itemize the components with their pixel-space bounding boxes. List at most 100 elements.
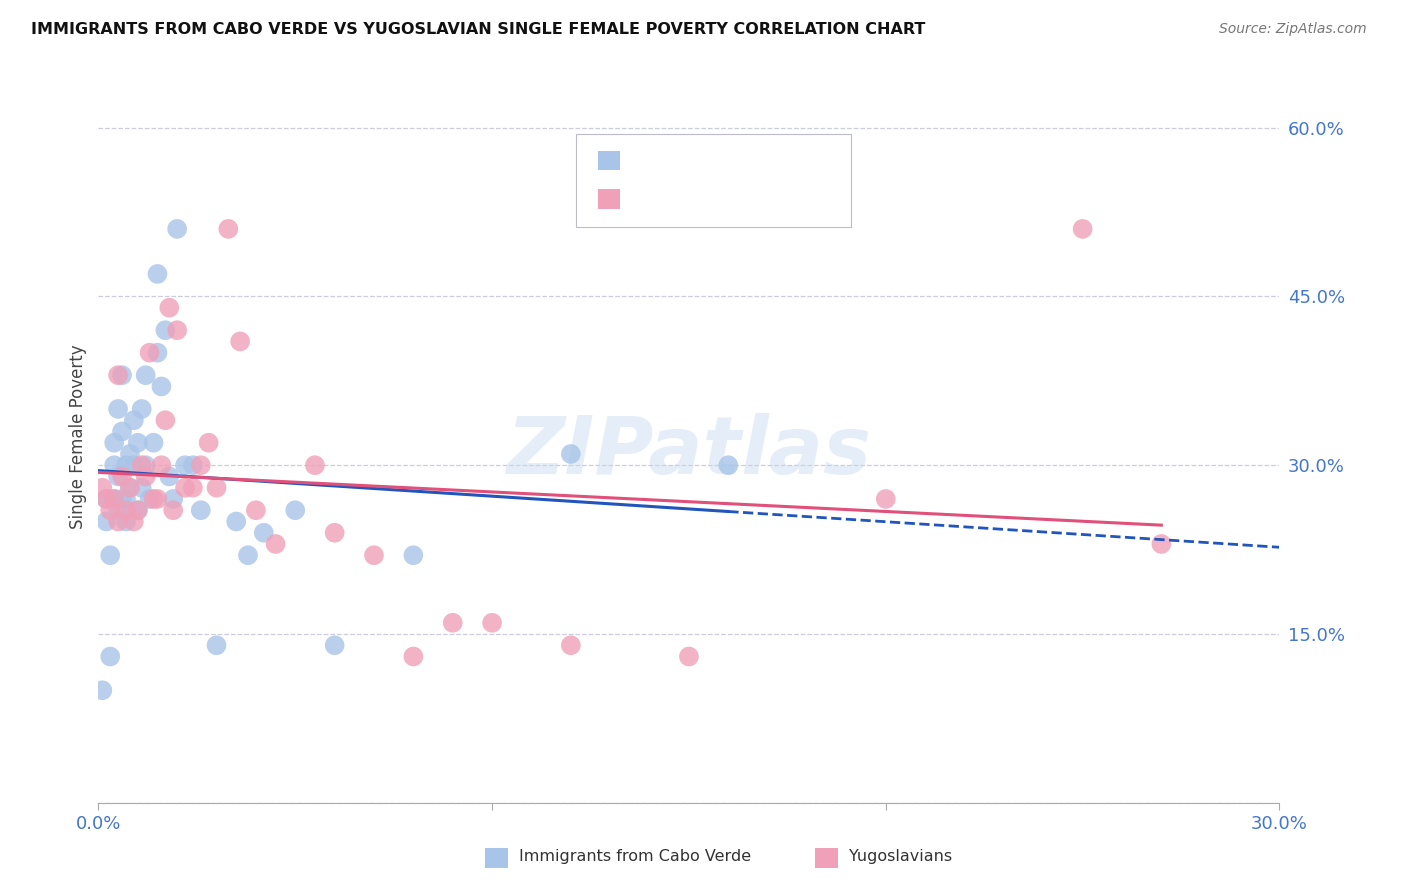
Text: Yugoslavians: Yugoslavians — [849, 849, 952, 863]
Point — [115, 515, 138, 529]
Point — [678, 649, 700, 664]
Point — [103, 435, 125, 450]
Point — [162, 491, 184, 506]
Text: 48: 48 — [772, 149, 797, 167]
Point — [96, 515, 118, 529]
Point — [284, 503, 307, 517]
Point — [205, 481, 228, 495]
Point — [107, 515, 129, 529]
Point — [135, 469, 157, 483]
Text: ZIPatlas: ZIPatlas — [506, 413, 872, 491]
Point — [190, 458, 212, 473]
Point — [107, 503, 129, 517]
Point — [96, 491, 118, 506]
Point — [135, 368, 157, 383]
Point — [181, 458, 204, 473]
Point — [181, 481, 204, 495]
Point — [323, 638, 346, 652]
Text: R =: R = — [631, 149, 671, 167]
Point — [174, 481, 197, 495]
Point — [323, 525, 346, 540]
Point — [122, 458, 145, 473]
Point — [98, 548, 121, 562]
Point — [304, 458, 326, 473]
Point — [363, 548, 385, 562]
Text: R =: R = — [631, 187, 671, 205]
Point — [229, 334, 252, 349]
Point — [245, 503, 267, 517]
Point — [155, 323, 177, 337]
Point — [91, 683, 114, 698]
Point — [155, 413, 177, 427]
Point — [481, 615, 503, 630]
Point — [197, 435, 219, 450]
Point — [146, 267, 169, 281]
Point — [157, 301, 180, 315]
Text: Source: ZipAtlas.com: Source: ZipAtlas.com — [1219, 22, 1367, 37]
Point — [91, 481, 114, 495]
Point — [98, 649, 121, 664]
Point — [138, 345, 160, 359]
Point — [111, 368, 134, 383]
Point — [402, 649, 425, 664]
Point — [107, 469, 129, 483]
Point — [190, 503, 212, 517]
Point — [217, 222, 239, 236]
Point — [127, 503, 149, 517]
Point — [166, 222, 188, 236]
Point — [115, 503, 138, 517]
Point — [1150, 537, 1173, 551]
Point — [127, 503, 149, 517]
Point — [111, 425, 134, 439]
Point — [875, 491, 897, 506]
Point — [127, 435, 149, 450]
Point — [441, 615, 464, 630]
Point — [96, 491, 118, 506]
Point — [174, 458, 197, 473]
Point — [560, 447, 582, 461]
Point — [166, 323, 188, 337]
Point — [115, 491, 138, 506]
Point — [142, 435, 165, 450]
Point — [118, 481, 141, 495]
Point — [225, 515, 247, 529]
Point — [135, 458, 157, 473]
Point — [138, 491, 160, 506]
Point — [111, 469, 134, 483]
Point — [103, 491, 125, 506]
Point — [236, 548, 259, 562]
Point — [115, 458, 138, 473]
Point — [103, 458, 125, 473]
Point — [717, 458, 740, 473]
Text: 0.236: 0.236 — [671, 187, 727, 205]
Point — [402, 548, 425, 562]
Point — [150, 458, 173, 473]
Point — [131, 458, 153, 473]
Point — [264, 537, 287, 551]
Point — [560, 638, 582, 652]
Point — [146, 345, 169, 359]
Point — [205, 638, 228, 652]
Text: 41: 41 — [772, 187, 797, 205]
Point — [111, 491, 134, 506]
Point — [146, 491, 169, 506]
Point — [157, 469, 180, 483]
Point — [103, 491, 125, 506]
Point — [142, 491, 165, 506]
Point — [253, 525, 276, 540]
Point — [162, 503, 184, 517]
Point — [122, 515, 145, 529]
Point — [118, 447, 141, 461]
Point — [1071, 222, 1094, 236]
Text: IMMIGRANTS FROM CABO VERDE VS YUGOSLAVIAN SINGLE FEMALE POVERTY CORRELATION CHAR: IMMIGRANTS FROM CABO VERDE VS YUGOSLAVIA… — [31, 22, 925, 37]
Y-axis label: Single Female Poverty: Single Female Poverty — [69, 345, 87, 529]
Point — [98, 503, 121, 517]
Point — [131, 401, 153, 416]
Point — [131, 481, 153, 495]
Point — [118, 481, 141, 495]
Text: N =: N = — [733, 187, 772, 205]
Point — [122, 413, 145, 427]
Point — [107, 368, 129, 383]
Text: N =: N = — [733, 149, 772, 167]
Point — [107, 401, 129, 416]
